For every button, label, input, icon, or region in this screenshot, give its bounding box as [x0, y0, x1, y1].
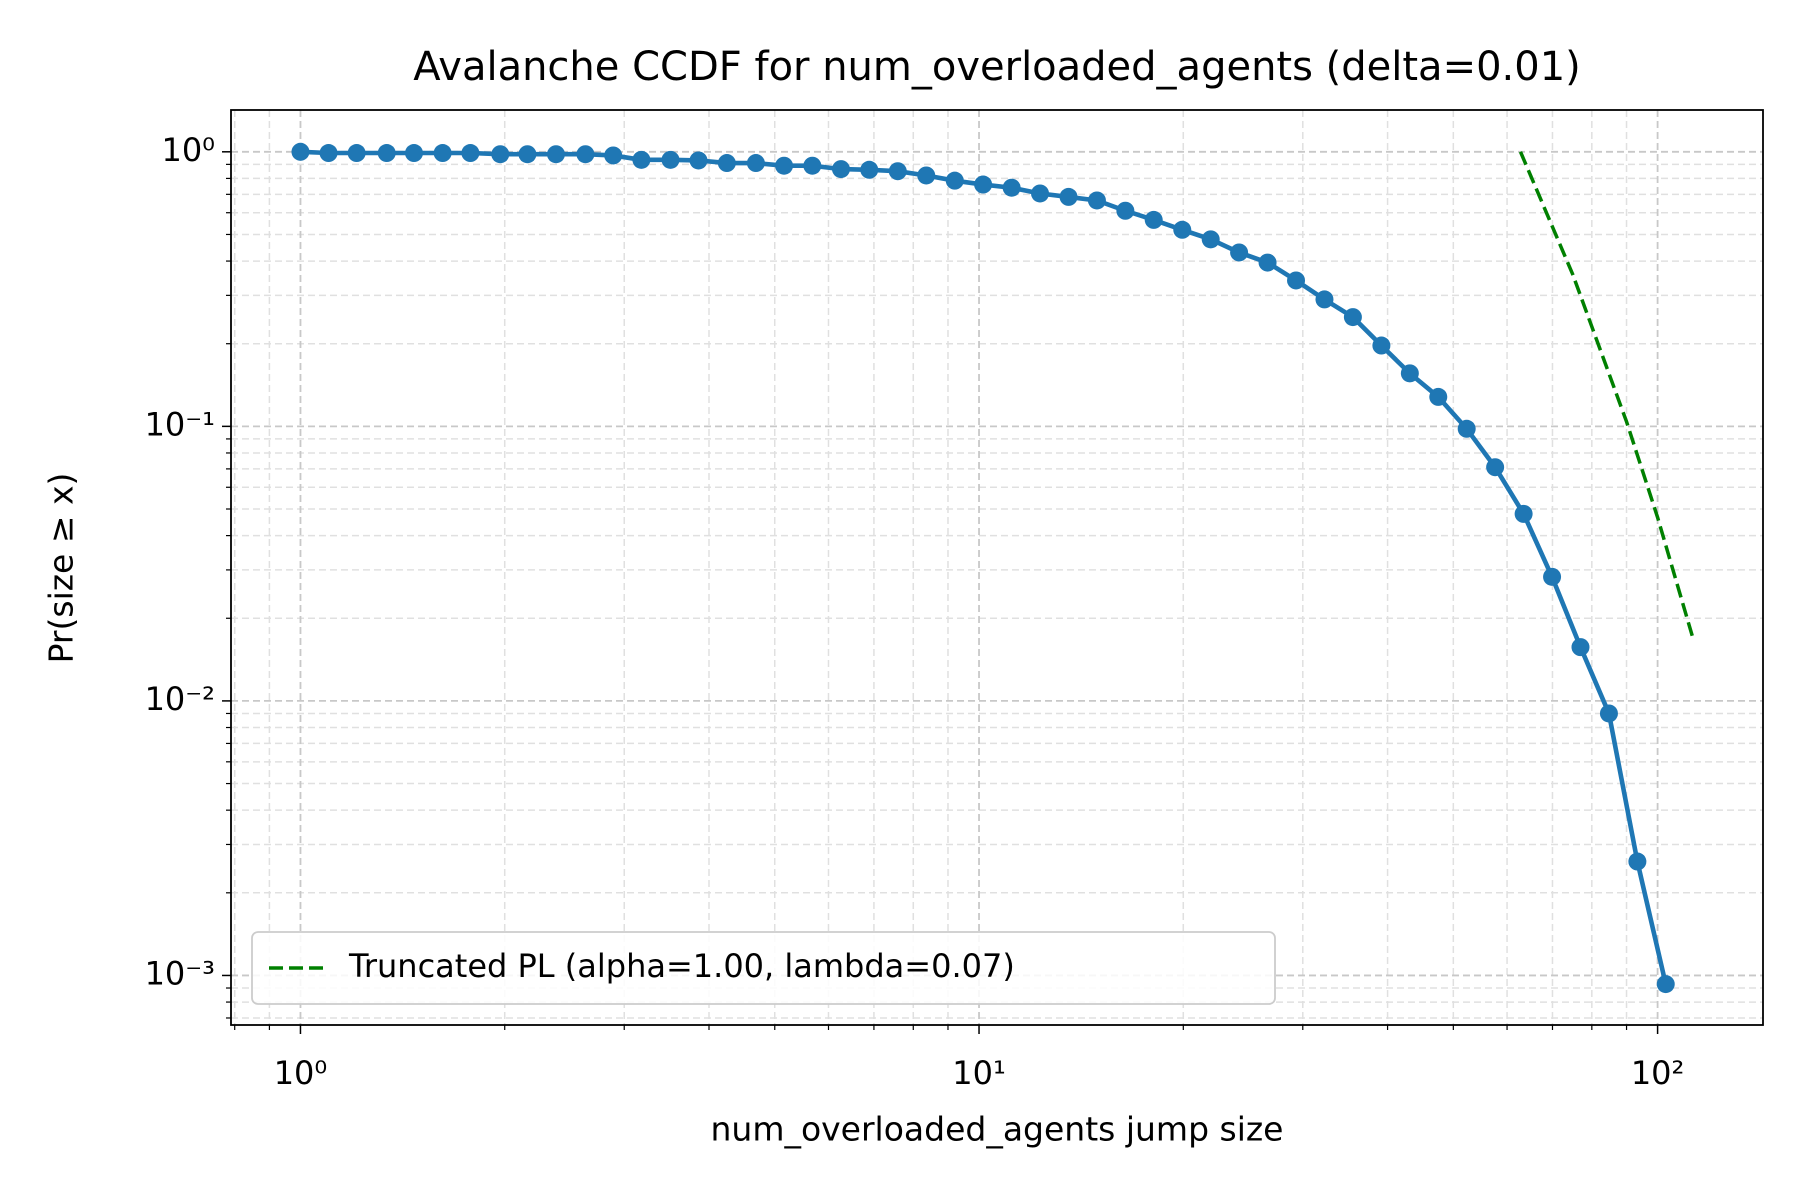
- data-point: [1571, 638, 1590, 657]
- data-point: [917, 166, 936, 185]
- fit-line: [1518, 151, 1696, 641]
- data-point: [1287, 271, 1306, 290]
- data-point: [746, 154, 765, 173]
- plot-area: [291, 142, 1696, 994]
- data-point: [377, 144, 396, 163]
- data-point: [661, 150, 680, 169]
- data-point: [689, 151, 708, 170]
- data-point: [1372, 336, 1391, 355]
- data-point: [433, 144, 452, 163]
- data-point: [1144, 210, 1163, 229]
- data-point: [1514, 504, 1533, 523]
- y-axis-label: Pr(size ≥ x): [42, 473, 81, 664]
- data-point: [491, 145, 510, 164]
- data-point: [1173, 220, 1192, 239]
- data-point: [1628, 852, 1647, 871]
- y-tick-label: 10⁰: [161, 131, 215, 169]
- data-point: [405, 144, 424, 163]
- x-tick-label: 10⁰: [274, 1054, 328, 1092]
- x-axis-label: num_overloaded_agents jump size: [710, 1110, 1283, 1149]
- data-point: [1201, 230, 1220, 249]
- legend-label: Truncated PL (alpha=1.00, lambda=0.07): [348, 947, 1015, 985]
- data-point: [1315, 290, 1334, 309]
- data-point: [945, 171, 964, 190]
- data-point: [576, 145, 595, 164]
- data-point: [1599, 704, 1618, 723]
- legend-box: [251, 931, 1276, 1005]
- data-point: [974, 175, 993, 194]
- data-point: [1116, 201, 1135, 220]
- data-point: [1656, 975, 1675, 994]
- data-point: [1258, 253, 1277, 272]
- x-tick-label: 10²: [1631, 1054, 1685, 1092]
- data-point: [1543, 567, 1562, 586]
- data-point: [1457, 419, 1476, 438]
- data-point: [1002, 178, 1021, 197]
- data-point: [1087, 191, 1106, 210]
- data-point: [1429, 387, 1448, 406]
- data-point: [888, 162, 907, 181]
- data-point: [291, 142, 310, 161]
- axes-frame: [230, 109, 1764, 1026]
- data-point: [461, 144, 480, 163]
- y-tick-label: 10⁻¹: [145, 405, 215, 443]
- data-point: [831, 160, 850, 179]
- data-point: [518, 145, 537, 164]
- y-tick-label: 10⁻³: [145, 954, 215, 992]
- data-point: [860, 160, 879, 179]
- data-point: [1230, 243, 1249, 262]
- chart-title: Avalanche CCDF for num_overloaded_agents…: [413, 44, 1581, 90]
- y-tick-label: 10⁻²: [145, 680, 215, 718]
- data-point: [319, 144, 338, 163]
- data-point: [1343, 308, 1362, 327]
- data-point: [546, 145, 565, 164]
- data-point: [1486, 458, 1505, 477]
- data-point: [1031, 184, 1050, 203]
- data-point: [803, 156, 822, 175]
- data-point: [1059, 187, 1078, 206]
- data-point: [1400, 364, 1419, 383]
- data-point: [717, 154, 736, 173]
- data-point: [632, 150, 651, 169]
- data-point: [775, 156, 794, 175]
- data-point: [604, 146, 623, 165]
- data-point: [347, 144, 366, 163]
- x-tick-label: 10¹: [952, 1054, 1006, 1092]
